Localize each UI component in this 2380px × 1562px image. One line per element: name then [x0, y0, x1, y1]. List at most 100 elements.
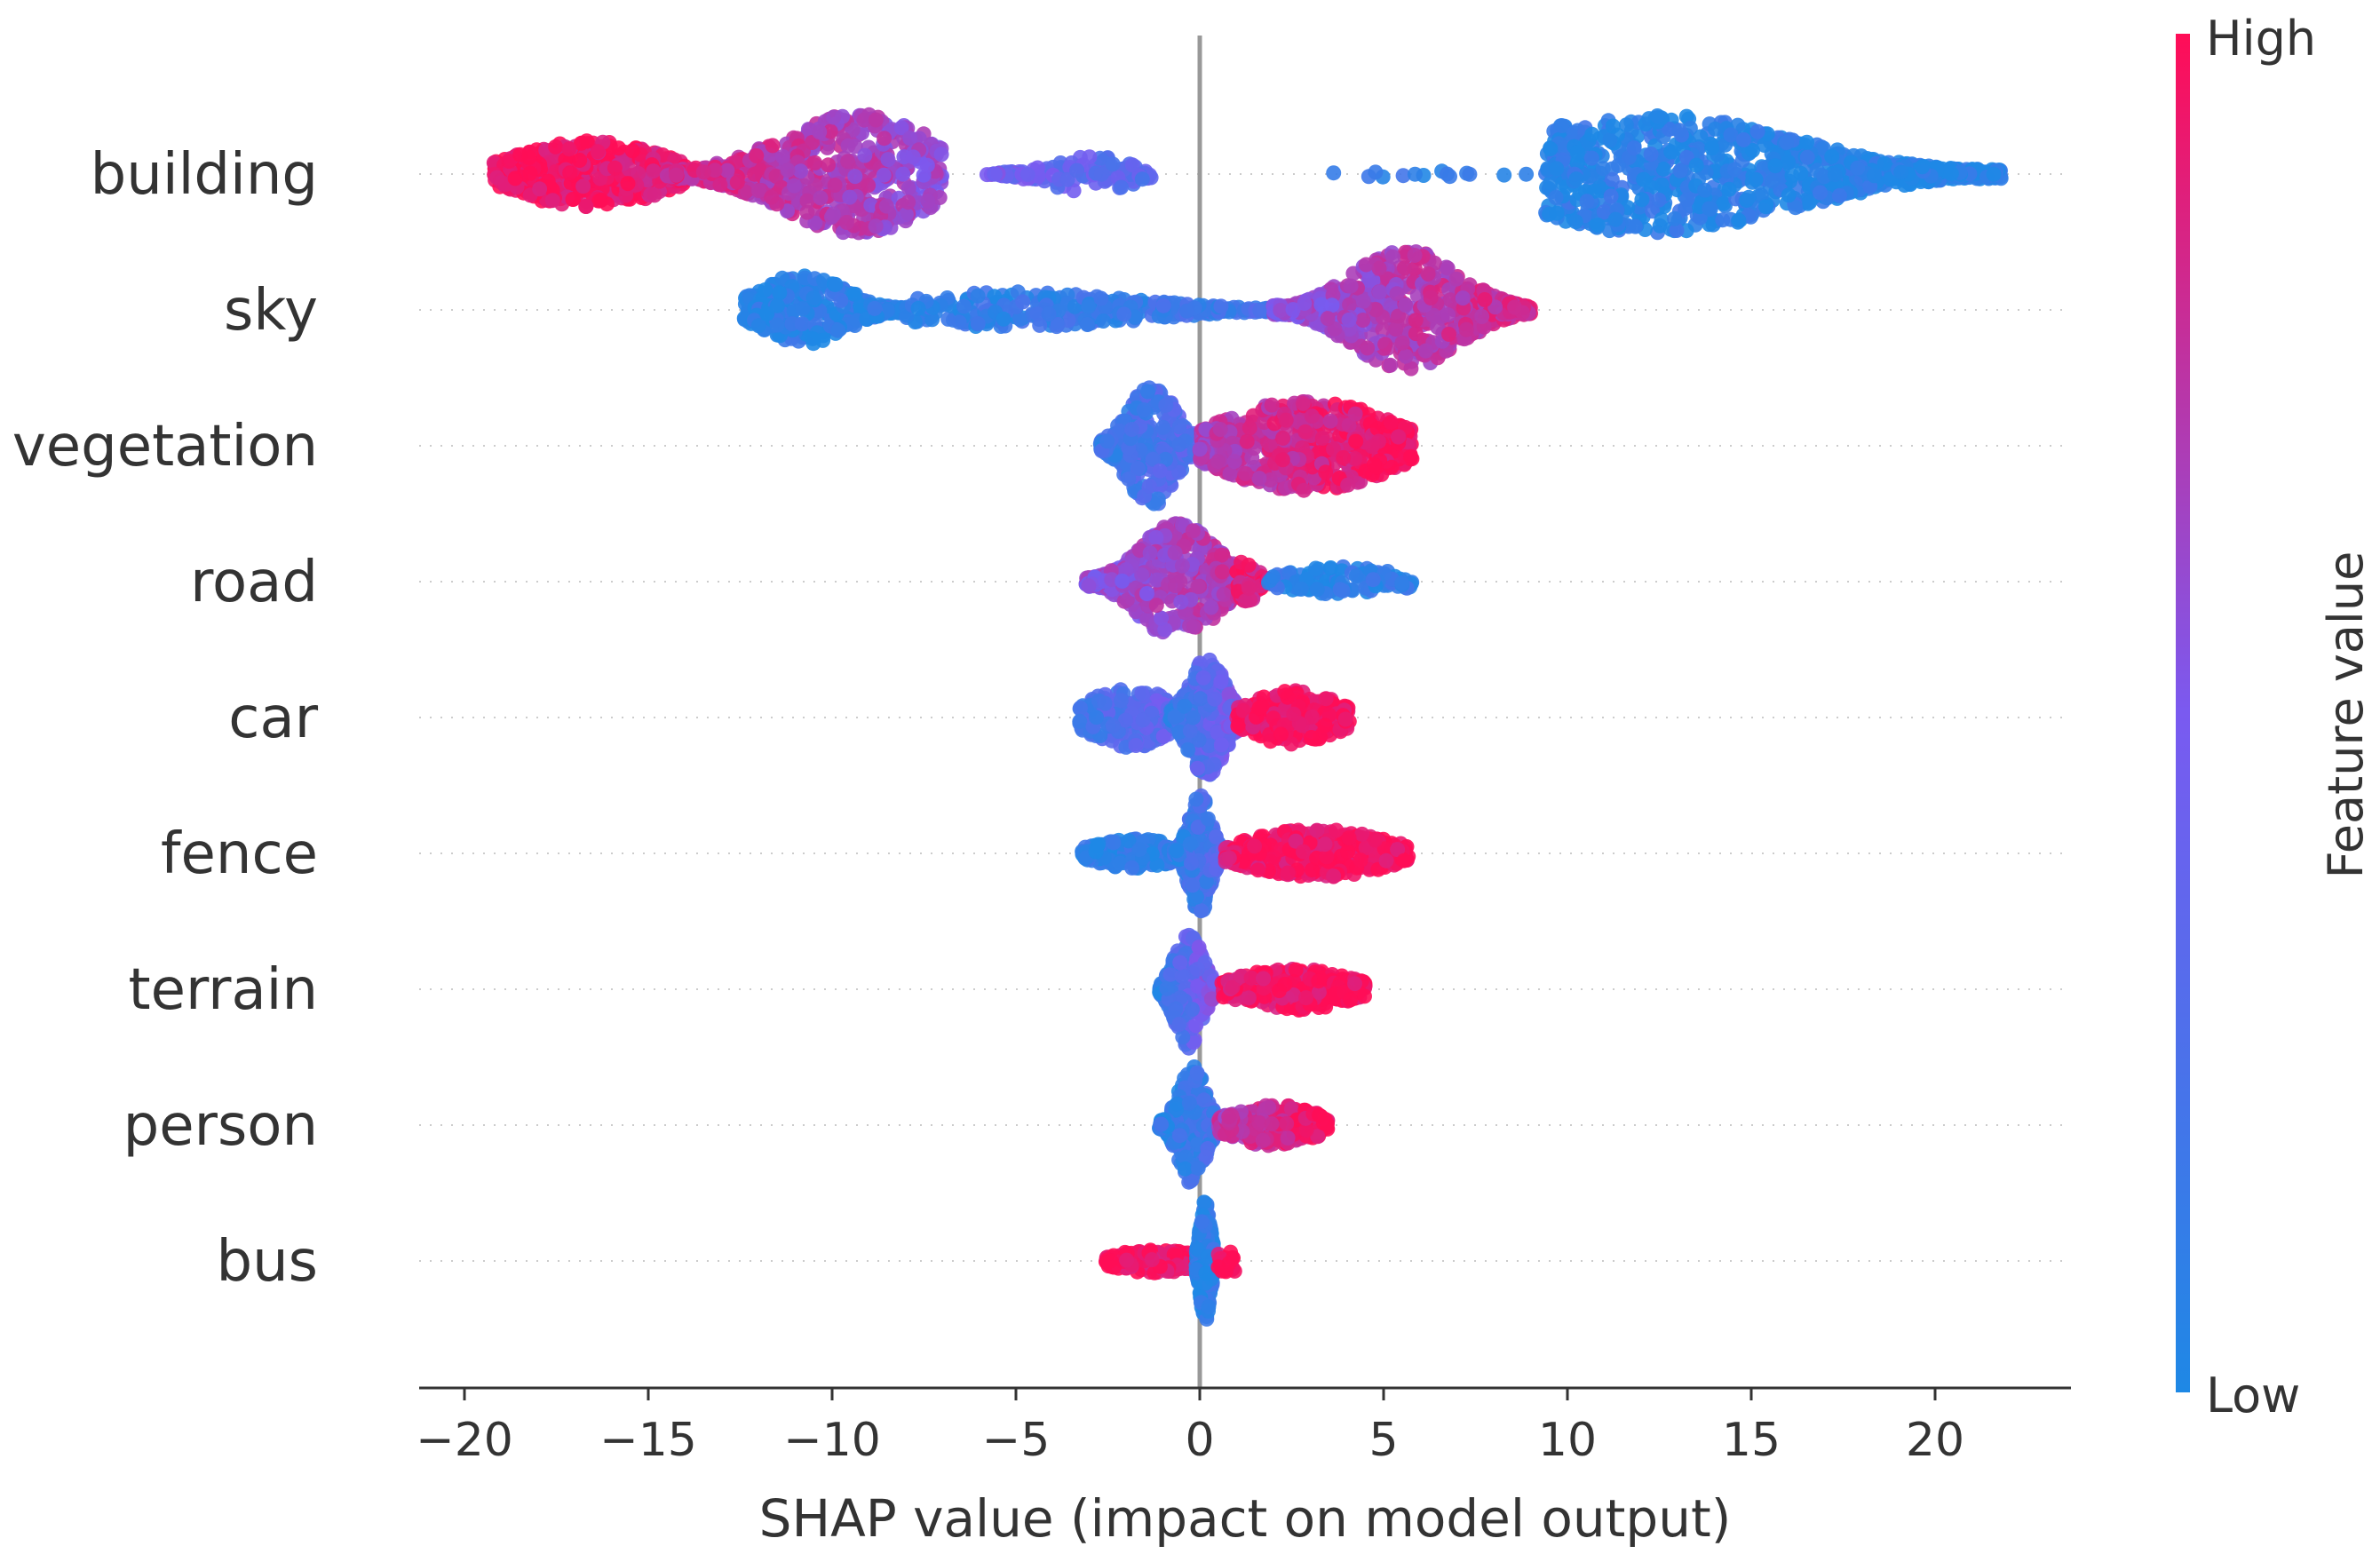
shap-dot [1093, 166, 1109, 182]
shap-dot [1158, 397, 1174, 413]
shap-dot [646, 163, 662, 179]
shap-dot [1496, 167, 1512, 183]
shap-dot [1093, 290, 1109, 306]
shap-dot [840, 154, 856, 170]
shap-dot [1297, 424, 1313, 440]
shap-dot [1397, 260, 1412, 276]
shap-dot [1652, 218, 1668, 234]
shap-dot [1384, 459, 1400, 475]
shap-dot [1669, 223, 1685, 238]
shap-dot [910, 300, 926, 316]
shap-dot [544, 193, 560, 209]
shap-dot [1124, 422, 1139, 437]
shap-dot [1423, 290, 1439, 305]
shap-dot [548, 139, 564, 155]
shap-dot [1167, 578, 1183, 594]
shap-dot [1296, 482, 1312, 498]
shap-dot [857, 147, 873, 163]
shap-dot [1636, 171, 1652, 187]
shap-dot [707, 163, 723, 178]
shap-dot [893, 120, 909, 136]
shap-dot [1212, 422, 1228, 437]
shap-dot [620, 176, 636, 192]
shap-dot [951, 314, 967, 330]
shap-dot [719, 163, 735, 178]
shap-dot [1986, 166, 2002, 182]
shap-dot [1607, 211, 1623, 227]
shap-dot [1124, 157, 1140, 173]
shap-dot [1241, 580, 1257, 596]
shap-dot [845, 122, 861, 138]
shap-dot [1667, 210, 1683, 226]
shap-dot [956, 298, 972, 314]
shap-dot [932, 190, 948, 205]
shap-dot [1441, 326, 1456, 342]
shap-dot [805, 330, 821, 346]
shap-dot [1095, 313, 1111, 329]
shap-dot [1440, 307, 1456, 322]
shap-dot [827, 178, 843, 193]
shap-dot [1324, 297, 1340, 313]
shap-dot [750, 183, 766, 199]
shap-dot [1336, 449, 1352, 465]
shap-dot [1554, 118, 1570, 133]
shap-dot [1032, 317, 1048, 333]
shap-dot [1134, 171, 1150, 187]
shap-dot [812, 124, 828, 140]
shap-dot [1748, 171, 1764, 187]
shap-dot [1297, 296, 1313, 311]
shap-dot [1604, 171, 1620, 187]
shap-dot [1136, 402, 1152, 418]
shap-dot [1693, 129, 1709, 145]
shap-dot [1210, 454, 1226, 470]
shap-dot [900, 180, 916, 196]
shap-dot [647, 187, 662, 203]
shap-dot [579, 133, 595, 149]
shap-dot [769, 297, 785, 313]
shap-dot [1314, 431, 1330, 446]
shap-dot [747, 166, 763, 182]
shap-dot [729, 174, 745, 190]
shap-dot [1242, 420, 1257, 436]
shap-dot [1779, 134, 1795, 150]
shap-dot [1383, 357, 1399, 373]
feature-row-building [486, 107, 2009, 241]
shap-dot [1827, 167, 1843, 183]
shap-dot [1154, 610, 1170, 626]
shap-dot [1326, 165, 1342, 181]
shap-dot [1343, 278, 1359, 294]
shap-dot [970, 288, 986, 304]
shap-dot [521, 150, 537, 165]
shap-dot [833, 292, 849, 308]
shap-dot [1174, 558, 1190, 574]
shap-dot [1275, 430, 1291, 446]
shap-dot [578, 199, 594, 214]
shap-dot [794, 316, 810, 332]
shap-dot [1340, 477, 1356, 493]
shap-dot [1407, 166, 1423, 182]
shap-dot [1041, 306, 1057, 322]
shap-dot [1626, 140, 1642, 156]
shap-dot [1634, 192, 1650, 208]
shap-dot [877, 131, 892, 147]
shap-dot [830, 322, 846, 338]
shap-dot [1603, 188, 1619, 204]
shap-dot [1015, 294, 1031, 310]
shap-dot [1672, 163, 1688, 178]
shap-dot [1190, 579, 1206, 594]
shap-dot [987, 166, 1003, 182]
shap-dot [1408, 313, 1424, 329]
shap-dot [1226, 454, 1242, 470]
shap-dot [1322, 413, 1338, 429]
shap-dot [863, 197, 879, 213]
shap-dot [565, 192, 581, 207]
shap-dot [1583, 150, 1599, 166]
shap-dot [1569, 145, 1585, 161]
shap-dot [1716, 195, 1732, 211]
shap-dot [1278, 412, 1294, 428]
shap-dot [1543, 141, 1559, 157]
shap-dot [1138, 586, 1154, 601]
shap-dot [1348, 433, 1364, 449]
shap-dot [1358, 257, 1374, 273]
